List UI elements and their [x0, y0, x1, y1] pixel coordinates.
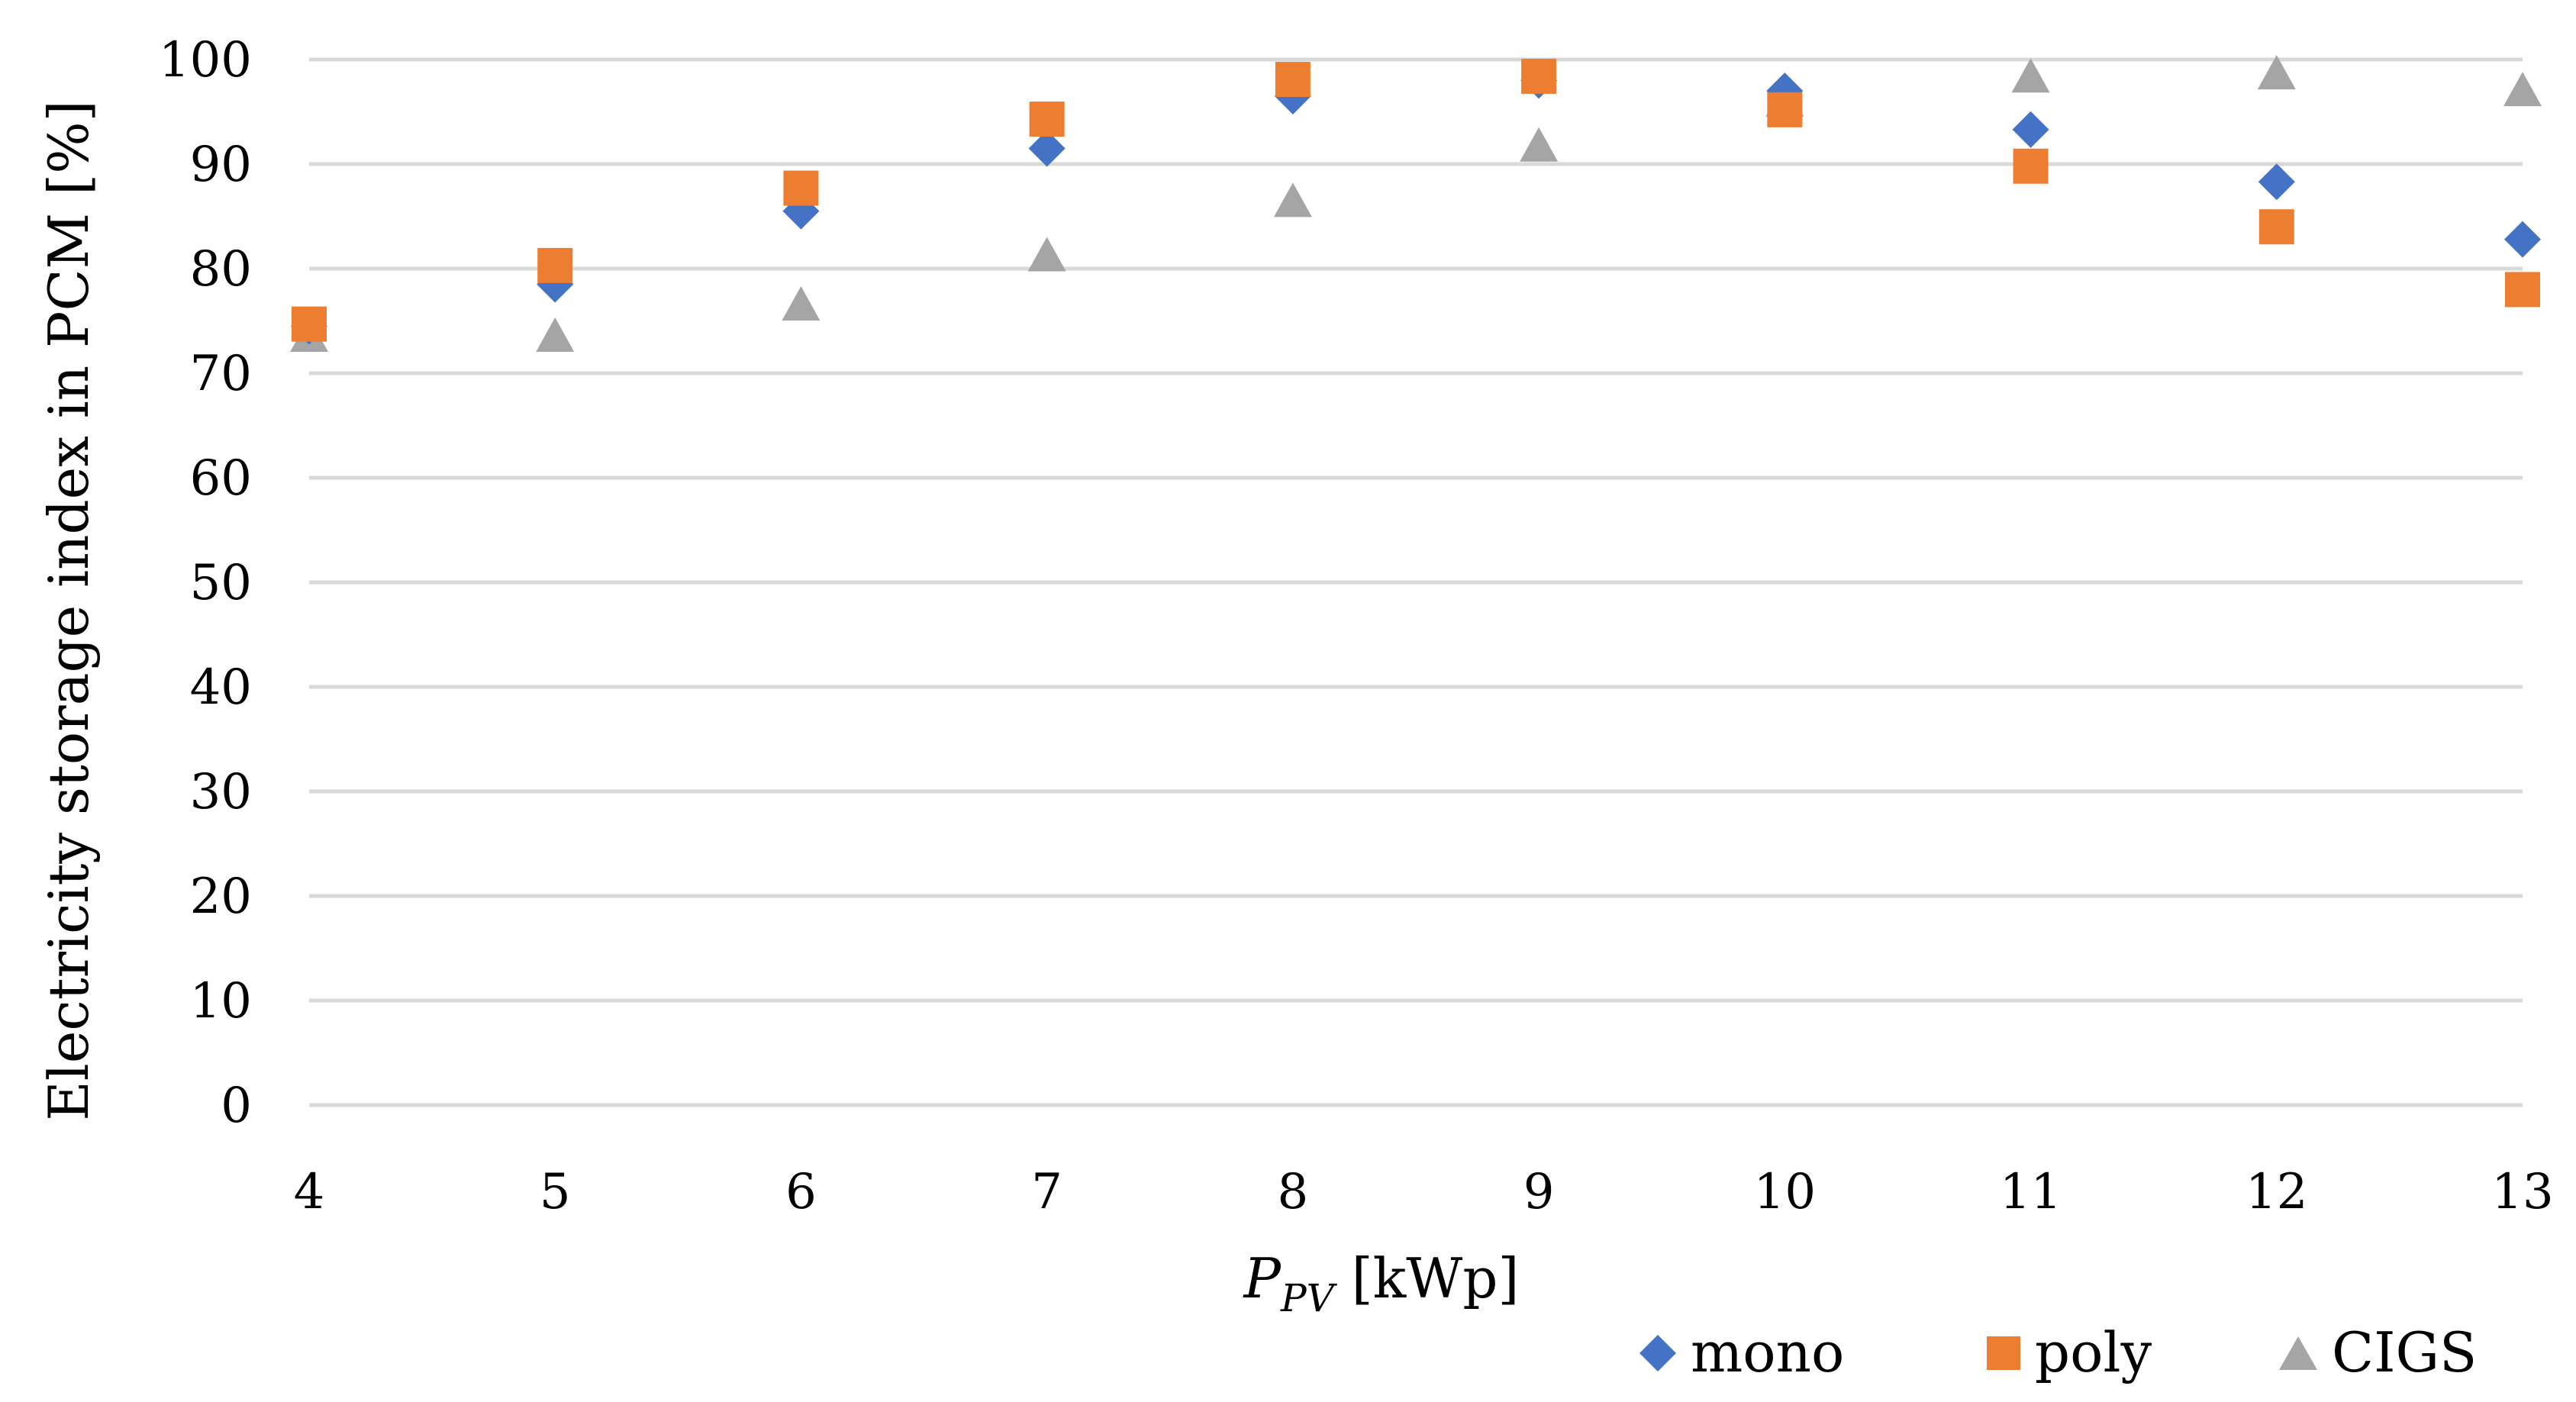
x-tick-label: 10 [1754, 1164, 1816, 1220]
data-point-poly [1767, 92, 1803, 127]
x-tick-label: 13 [2491, 1164, 2553, 1220]
legend-marker-mono [1639, 1335, 1676, 1371]
y-tick-label: 30 [190, 764, 252, 820]
y-tick-label: 70 [190, 346, 252, 402]
data-point-poly [537, 247, 573, 283]
data-point-cigs [2257, 55, 2296, 90]
data-point-poly [1275, 62, 1311, 98]
series-mono [291, 62, 2541, 345]
x-tick-label: 6 [785, 1164, 817, 1220]
y-tick-label: 90 [190, 137, 252, 193]
x-tick-label: 7 [1031, 1164, 1062, 1220]
x-axis-title-symbol: P [1242, 1246, 1282, 1310]
data-point-poly [1521, 58, 1557, 94]
y-tick-label: 60 [190, 450, 252, 507]
data-point-cigs [2503, 72, 2542, 107]
data-point-cigs [1273, 182, 1312, 218]
x-tick-labels: 4 5 6 7 8 9 10 11 12 13 [294, 1164, 2554, 1220]
series-cigs [290, 55, 2542, 353]
series-poly [292, 58, 2540, 342]
data-point-cigs [2011, 58, 2050, 93]
y-tick-label: 50 [190, 555, 252, 611]
legend-label-cigs: CIGS [2332, 1320, 2477, 1384]
x-tick-label: 5 [540, 1164, 571, 1220]
data-point-poly [1029, 102, 1065, 137]
x-tick-label: 12 [2246, 1164, 2307, 1220]
data-point-poly [783, 170, 819, 206]
x-tick-label: 8 [1278, 1164, 1309, 1220]
legend-item-mono: mono [1639, 1320, 1844, 1384]
y-tick-label: 10 [190, 973, 252, 1030]
legend-marker-poly [1987, 1336, 2020, 1370]
y-tick-label: 40 [190, 659, 252, 716]
x-axis-title-subscript: PV [1280, 1276, 1338, 1320]
data-point-cigs [1027, 237, 1066, 272]
data-point-poly [2505, 272, 2540, 308]
y-tick-labels: 0 10 20 30 40 50 60 70 80 90 100 [159, 32, 252, 1134]
x-axis-title-unit: [kWp] [1334, 1246, 1520, 1310]
data-point-mono [1766, 73, 1804, 110]
data-point-poly [292, 306, 327, 342]
x-tick-label: 4 [294, 1164, 325, 1220]
x-tick-label: 9 [1523, 1164, 1555, 1220]
legend: mono poly CIGS [1639, 1320, 2477, 1384]
x-axis-title: PPV [kWp] [1242, 1246, 1519, 1320]
x-tick-label: 11 [2000, 1164, 2062, 1220]
y-tick-label: 0 [221, 1078, 252, 1134]
data-point-mono [2504, 221, 2541, 258]
legend-label-mono: mono [1691, 1320, 1844, 1384]
data-point-cigs [536, 317, 575, 353]
data-point-mono [2258, 163, 2295, 201]
data-point-poly [2013, 148, 2049, 184]
legend-item-poly: poly [1987, 1320, 2152, 1384]
y-axis-title: Electricity storage index in PCM [%] [37, 100, 101, 1121]
legend-marker-cigs [2279, 1336, 2317, 1370]
data-point-mono [2012, 111, 2049, 148]
y-tick-label: 100 [159, 32, 252, 89]
data-points [290, 55, 2542, 353]
data-point-poly [2258, 209, 2294, 245]
y-tick-label: 80 [190, 241, 252, 298]
legend-item-cigs: CIGS [2279, 1320, 2477, 1384]
y-tick-label: 20 [190, 869, 252, 925]
legend-label-poly: poly [2035, 1320, 2152, 1384]
data-point-mono [1028, 130, 1066, 167]
data-point-cigs [1520, 127, 1559, 162]
gridlines [309, 57, 2523, 1107]
data-point-cigs [782, 285, 821, 321]
